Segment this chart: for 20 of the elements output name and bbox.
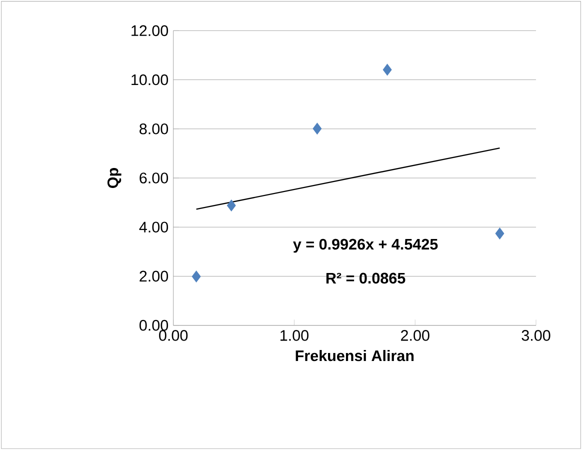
- y-tick-label: 0.00: [140, 320, 168, 331]
- point: [192, 270, 201, 282]
- y-tick-label: 8.00: [140, 123, 168, 134]
- y-tick-label: 12.00: [132, 25, 168, 36]
- point: [226, 200, 236, 212]
- y-tick-label: 6.00: [140, 172, 168, 184]
- x-tick-label: 3.00: [522, 330, 550, 341]
- y-tick-label: 4.00: [139, 222, 168, 233]
- x-tick-label: 0.00: [159, 330, 188, 341]
- y-axis-title: Qp: [107, 168, 122, 188]
- point: [312, 122, 322, 134]
- x-axis-title: Frekuensi Aliran: [296, 350, 414, 362]
- point: [382, 64, 392, 76]
- y-tick-label: 2.00: [140, 270, 168, 282]
- point: [495, 228, 504, 240]
- annotation: R² = 0.0865: [326, 272, 406, 284]
- annotation: y = 0.9926x + 4.5425: [293, 238, 438, 253]
- x-tick-label: 2.00: [401, 330, 430, 341]
- y-tick-label: 10.00: [132, 74, 168, 86]
- x-tick-label: 1.00: [280, 330, 308, 341]
